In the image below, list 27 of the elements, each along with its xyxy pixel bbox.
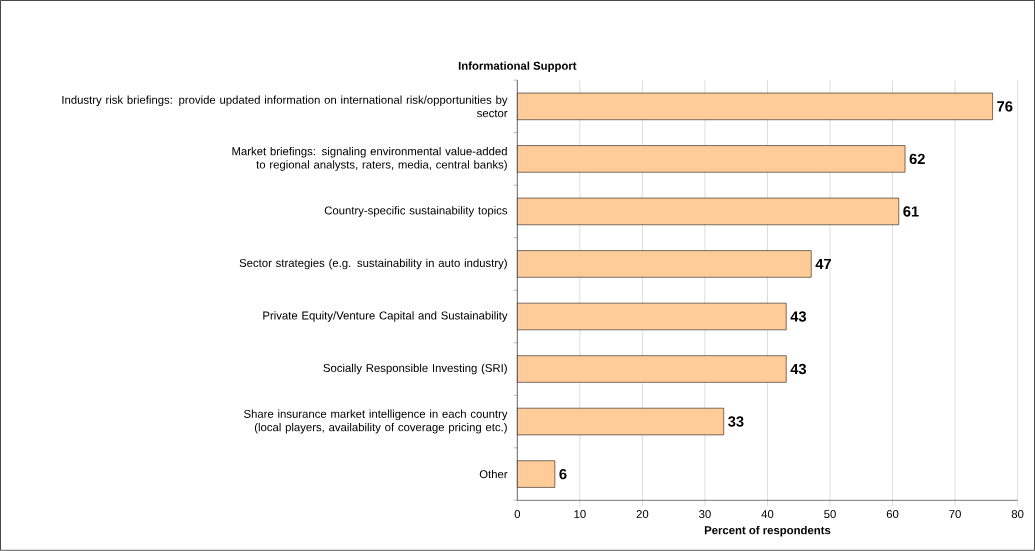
y-tick-label: Other bbox=[479, 470, 508, 479]
y-tick-label: Market briefings: signaling environmental value-added to regional analysts, raters, media, central banks) bbox=[232, 147, 507, 171]
y-tick-label: Share insurance market intelligence in each country (local players, availability of coverage pricing etc.) bbox=[244, 409, 508, 434]
x-tick-label: 10 bbox=[574, 510, 586, 519]
data-label: 47 bbox=[815, 259, 831, 270]
data-label: 61 bbox=[903, 206, 919, 217]
y-tick-label: Country-specific sustainability topics bbox=[324, 206, 508, 217]
x-axis-title: Percent of respondents bbox=[704, 526, 831, 537]
data-label: 43 bbox=[790, 363, 807, 375]
x-tick-label: 80 bbox=[1011, 510, 1024, 519]
y-tick-label: Private Equity/Venture Capital and Sustainability bbox=[263, 311, 508, 322]
y-tick-label: Socially Responsible Investing (SRI) bbox=[323, 363, 507, 375]
y-tick-label: Industry risk briefings: provide updated information on international risk/opportunities by sector bbox=[62, 95, 508, 118]
data-label: 6 bbox=[559, 469, 567, 480]
data-label: 43 bbox=[790, 311, 807, 322]
x-tick-label: 0 bbox=[514, 510, 521, 519]
x-tick-label: 60 bbox=[886, 510, 899, 519]
data-label: 76 bbox=[997, 101, 1013, 112]
x-tick-label: 70 bbox=[949, 510, 961, 519]
x-tick-label: 40 bbox=[761, 510, 774, 519]
x-tick-label: 30 bbox=[699, 510, 711, 519]
x-tick-label: 20 bbox=[636, 510, 649, 519]
y-tick-label: Sector strategies (e.g. sustainability in auto industry) bbox=[239, 258, 507, 270]
data-label: 62 bbox=[909, 153, 925, 165]
chart-title: Informational Support bbox=[458, 61, 577, 73]
data-label: 33 bbox=[728, 416, 744, 427]
x-tick-label: 50 bbox=[824, 510, 836, 519]
